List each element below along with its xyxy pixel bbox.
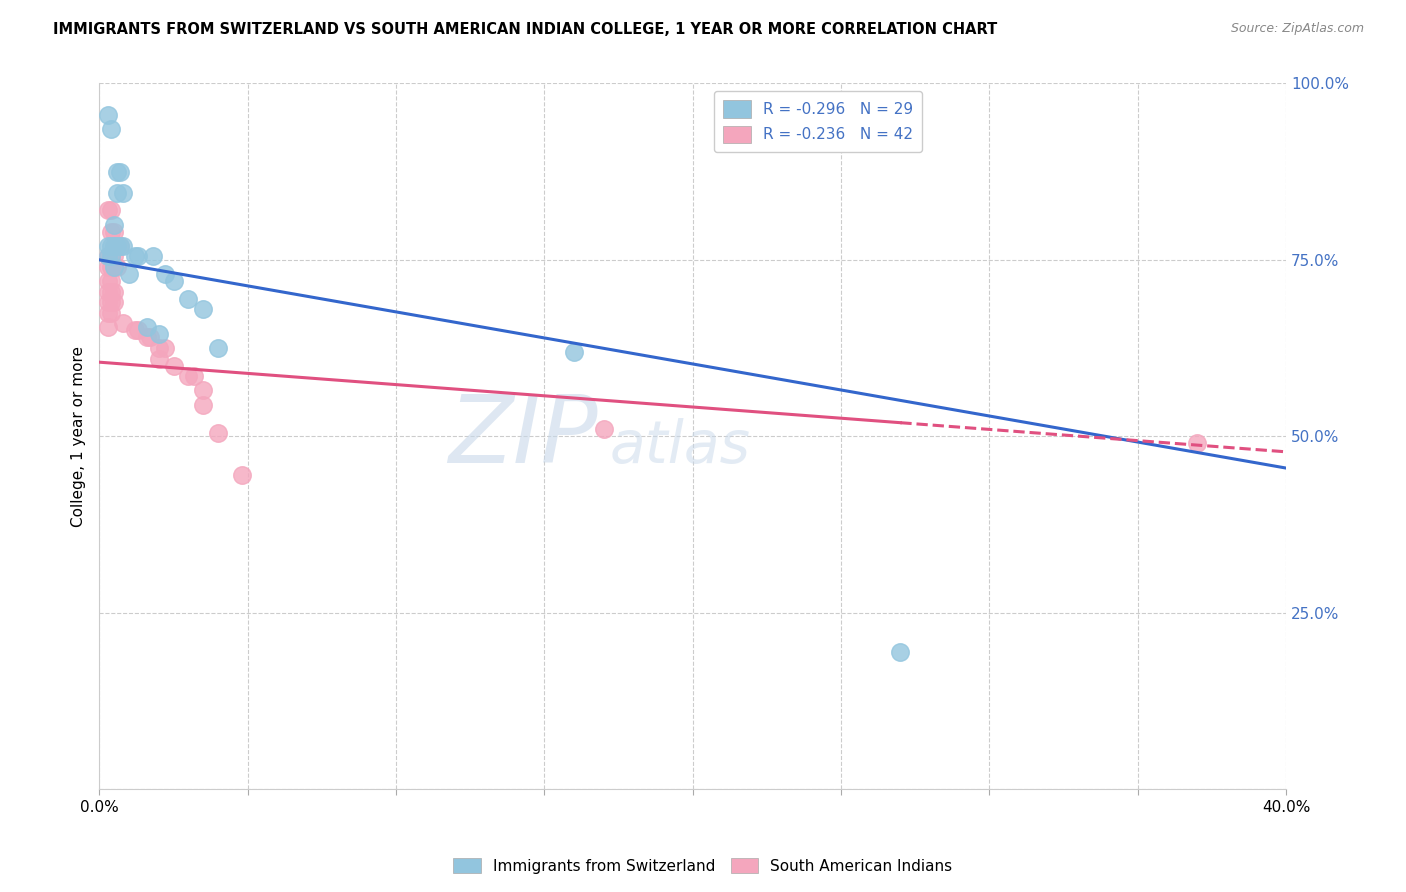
Point xyxy=(148,326,170,341)
Text: atlas: atlas xyxy=(610,418,751,475)
Point xyxy=(592,422,614,436)
Point xyxy=(177,292,200,306)
Point xyxy=(193,398,215,412)
Point xyxy=(100,285,122,299)
Point xyxy=(105,186,128,200)
Point xyxy=(100,203,122,218)
Point xyxy=(112,317,135,331)
Point xyxy=(207,341,229,355)
Point xyxy=(103,285,125,299)
Text: Source: ZipAtlas.com: Source: ZipAtlas.com xyxy=(1230,22,1364,36)
Point xyxy=(97,203,120,218)
Point xyxy=(97,306,120,320)
Point xyxy=(124,323,146,337)
Point xyxy=(135,330,157,344)
Legend: Immigrants from Switzerland, South American Indians: Immigrants from Switzerland, South Ameri… xyxy=(447,852,959,880)
Point xyxy=(148,341,170,355)
Point xyxy=(207,425,229,440)
Point xyxy=(1185,436,1208,450)
Point xyxy=(97,249,120,263)
Legend: R = -0.296   N = 29, R = -0.236   N = 42: R = -0.296 N = 29, R = -0.236 N = 42 xyxy=(714,91,922,153)
Point xyxy=(100,306,122,320)
Point xyxy=(135,319,157,334)
Point xyxy=(105,239,128,253)
Point xyxy=(100,260,122,274)
Point xyxy=(193,302,215,317)
Point xyxy=(97,239,120,253)
Y-axis label: College, 1 year or more: College, 1 year or more xyxy=(72,346,86,527)
Point xyxy=(105,239,128,253)
Point xyxy=(103,225,125,239)
Point xyxy=(108,239,131,253)
Point xyxy=(139,330,162,344)
Point xyxy=(103,249,125,263)
Point xyxy=(97,108,120,122)
Point xyxy=(177,369,200,384)
Point xyxy=(97,249,120,263)
Point xyxy=(105,260,128,274)
Point xyxy=(100,274,122,288)
Point xyxy=(100,225,122,239)
Point xyxy=(103,260,125,274)
Point xyxy=(100,249,122,263)
Point xyxy=(231,468,253,483)
Point xyxy=(103,239,125,253)
Point xyxy=(124,249,146,263)
Point xyxy=(100,249,122,263)
Point xyxy=(193,384,215,398)
Point xyxy=(112,186,135,200)
Point xyxy=(127,323,149,337)
Point xyxy=(100,122,122,136)
Point xyxy=(118,267,141,281)
Point xyxy=(108,164,131,178)
Point xyxy=(103,218,125,232)
Point xyxy=(112,239,135,253)
Point xyxy=(97,319,120,334)
Point xyxy=(153,267,176,281)
Point xyxy=(153,341,176,355)
Text: ZIP: ZIP xyxy=(449,391,598,482)
Point xyxy=(97,285,120,299)
Point xyxy=(103,239,125,253)
Point xyxy=(103,260,125,274)
Point xyxy=(108,239,131,253)
Point xyxy=(162,274,184,288)
Point xyxy=(105,164,128,178)
Point xyxy=(889,644,911,658)
Point xyxy=(127,249,149,263)
Point xyxy=(162,359,184,373)
Point xyxy=(97,260,120,274)
Text: IMMIGRANTS FROM SWITZERLAND VS SOUTH AMERICAN INDIAN COLLEGE, 1 YEAR OR MORE COR: IMMIGRANTS FROM SWITZERLAND VS SOUTH AME… xyxy=(53,22,998,37)
Point xyxy=(97,274,120,288)
Point xyxy=(100,295,122,310)
Point xyxy=(103,295,125,310)
Point xyxy=(97,295,120,310)
Point xyxy=(562,344,585,359)
Point xyxy=(142,249,165,263)
Point xyxy=(100,239,122,253)
Point xyxy=(148,351,170,366)
Point xyxy=(183,369,205,384)
